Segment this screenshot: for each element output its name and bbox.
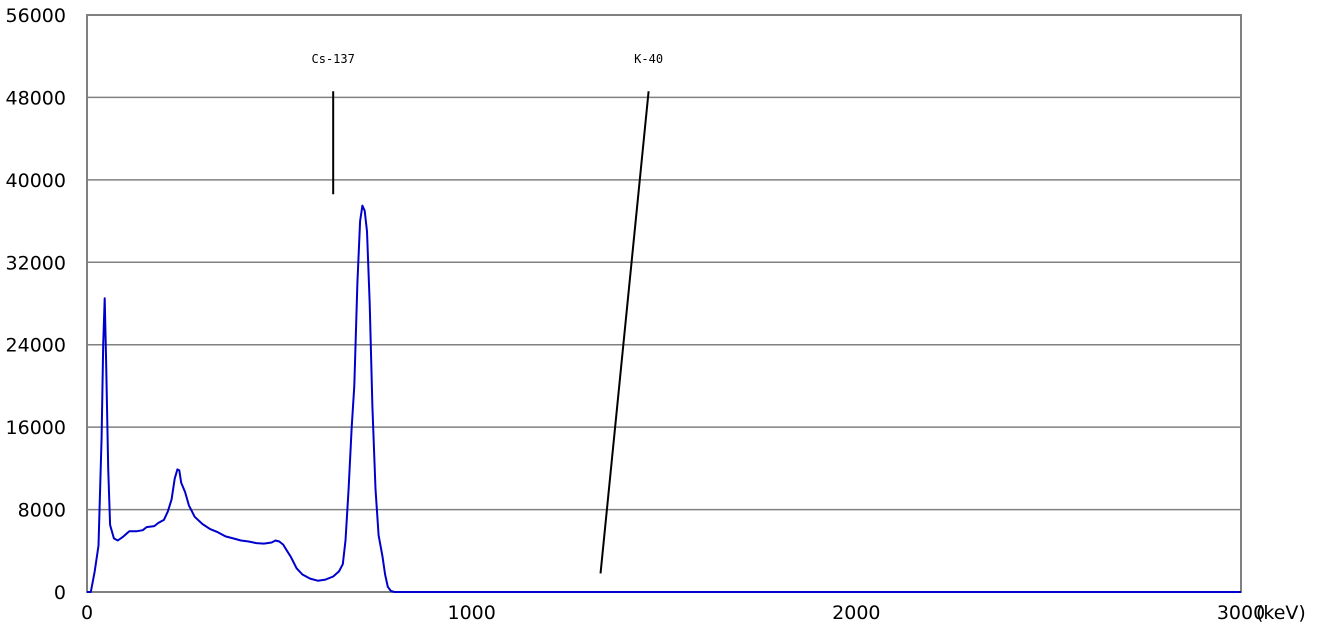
annotations-layer: Cs-137 K-40 [312, 52, 663, 574]
annotation-label: Cs-137 [312, 52, 355, 66]
y-tick-label: 56000 [6, 5, 66, 27]
x-axis-unit-label: (keV) [1256, 602, 1306, 624]
y-axis-ticks: 0 8000 16000 24000 32000 40000 48000 56000 [6, 5, 66, 604]
y-tick-label: 0 [54, 582, 66, 604]
plot-background [87, 15, 1241, 592]
y-tick-label: 32000 [6, 252, 66, 274]
annotation-line [599, 91, 650, 574]
x-tick-label: 0 [81, 602, 93, 624]
y-tick-label: 24000 [6, 335, 66, 357]
annotation-label: K-40 [634, 52, 663, 66]
series-line [87, 204, 1241, 593]
y-tick-label: 40000 [6, 170, 66, 192]
x-axis-ticks: 0 1000 2000 3000 [81, 602, 1265, 624]
x-tick-label: 3000 [1217, 602, 1265, 624]
y-tick-label: 48000 [6, 87, 66, 109]
y-tick-label: 16000 [6, 417, 66, 439]
x-tick-label: 1000 [447, 602, 495, 624]
series-layer [87, 204, 1241, 593]
gridlines [87, 96, 1241, 511]
y-tick-label: 8000 [18, 500, 66, 522]
x-tick-label: 2000 [832, 602, 880, 624]
